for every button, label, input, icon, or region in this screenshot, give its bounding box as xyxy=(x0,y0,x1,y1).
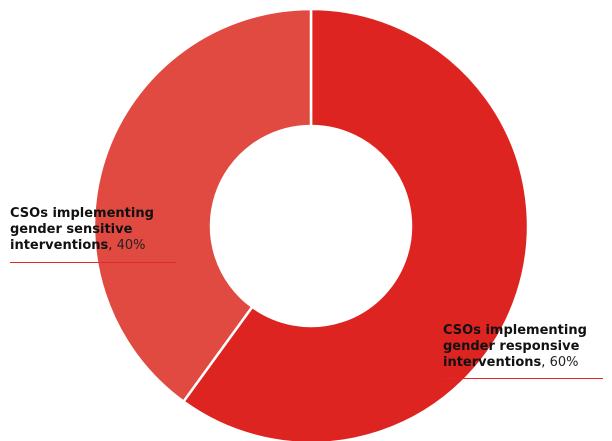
slice-value-label: 40% xyxy=(116,238,146,253)
slice-label-rule xyxy=(443,378,603,379)
slice-label-line-2: gender responsive xyxy=(443,339,580,354)
slice-value-label: 60% xyxy=(549,355,579,370)
slice-label-rule xyxy=(10,262,176,263)
donut-slice-1 xyxy=(92,7,313,403)
slice-label-line-1: CSOs implementing xyxy=(443,323,587,338)
slice-label-line-1: CSOs implementing xyxy=(10,206,154,221)
slice-label-line-3: interventions xyxy=(443,355,542,370)
slice-label-line-3: interventions xyxy=(10,238,109,253)
slice-label-line-2: gender sensitive xyxy=(10,222,133,237)
slice-label-gender-responsive: CSOs implementing gender responsive inte… xyxy=(443,323,587,370)
slice-label-gender-sensitive: CSOs implementing gender sensitive inter… xyxy=(10,206,154,253)
donut-slice-0 xyxy=(182,7,530,441)
